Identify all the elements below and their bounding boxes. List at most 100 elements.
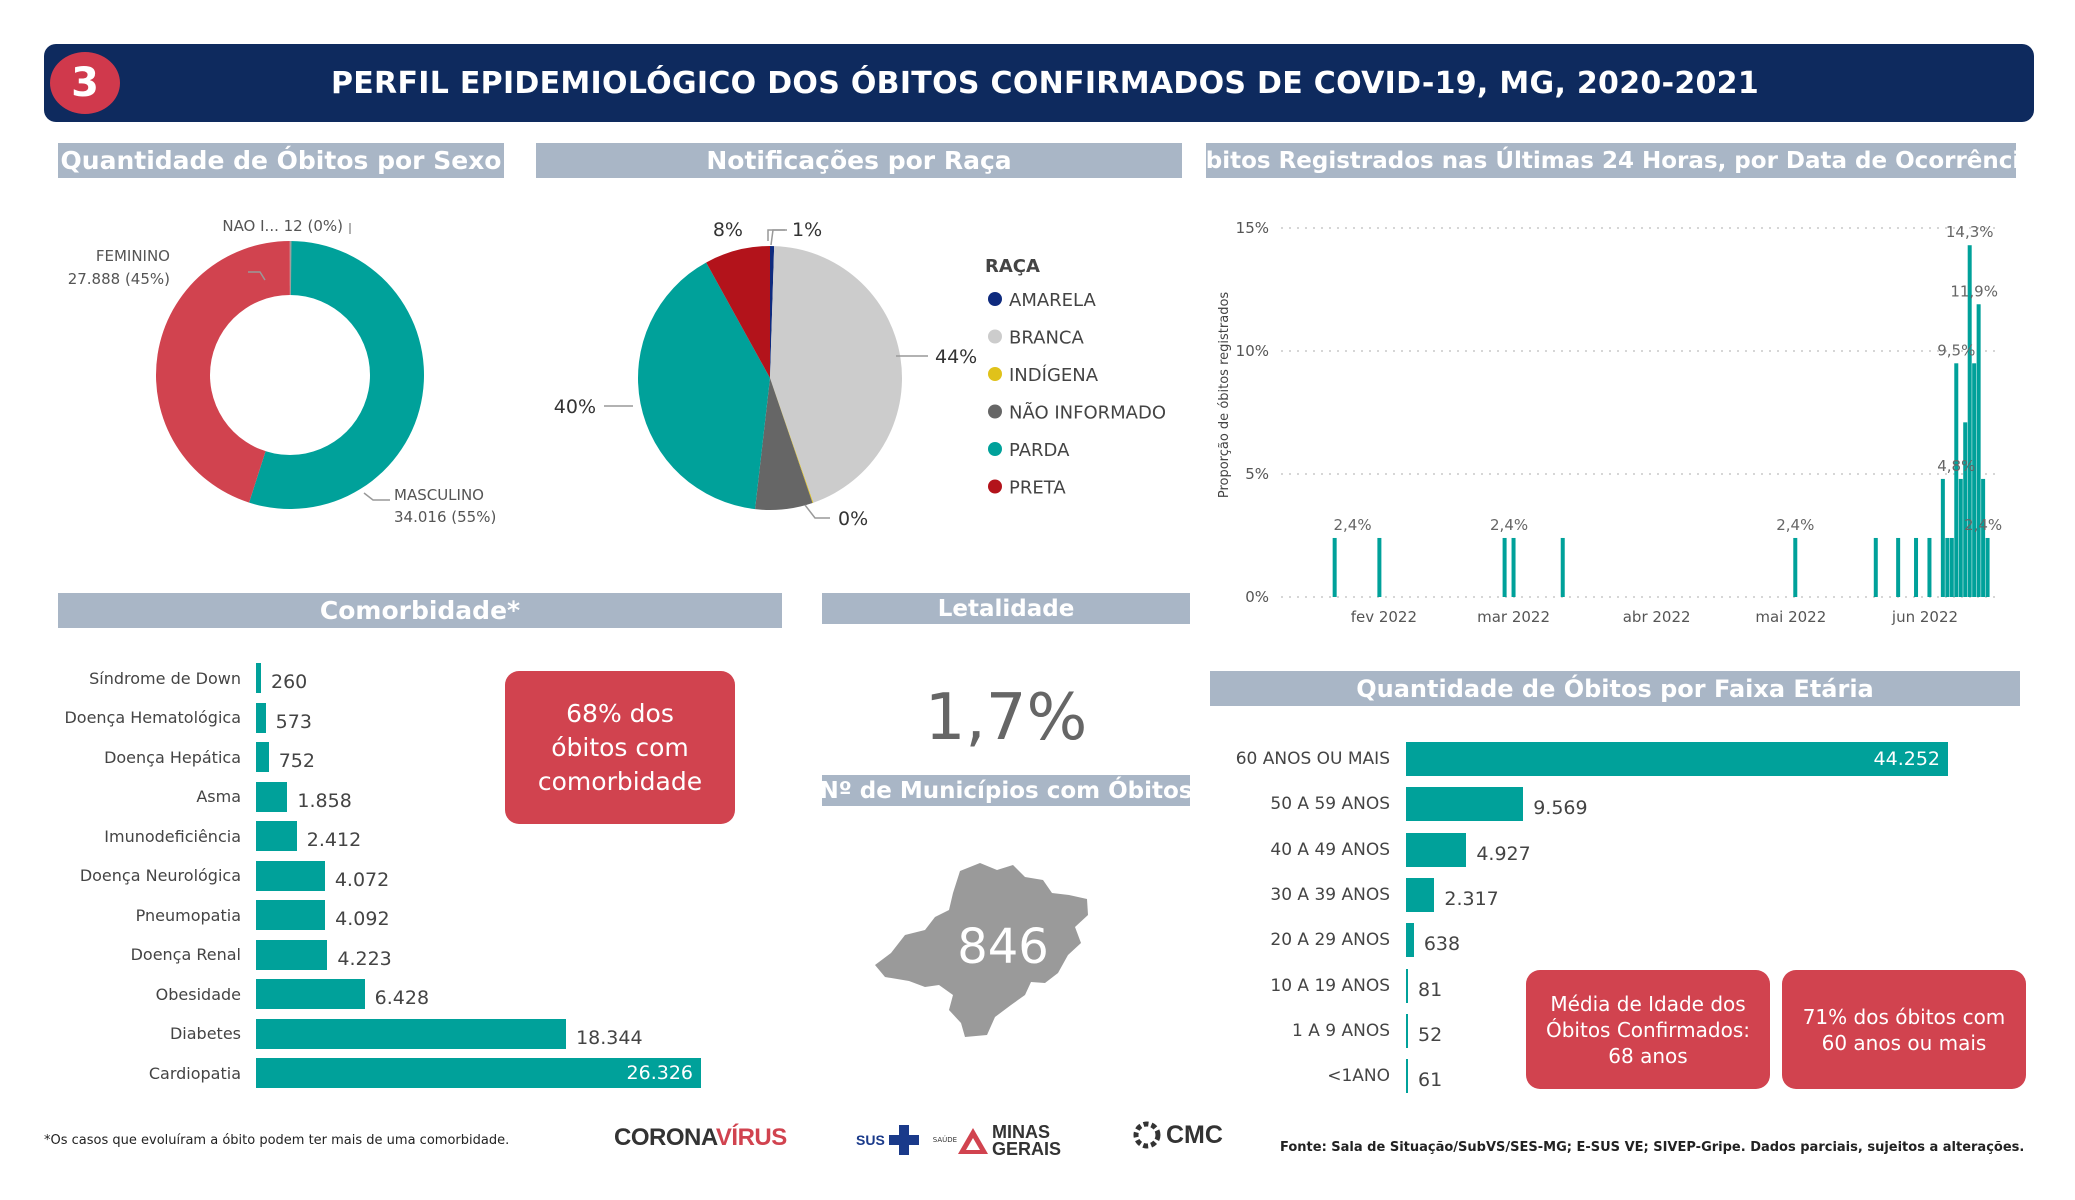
legend-marker-4	[988, 442, 1002, 456]
x-tick-label: jun 2022	[1891, 608, 1958, 626]
faixa-etaria-bar-chart: 60 ANOS OU MAIS 44.252 50 A 59 ANOS 9.569 40…	[1210, 740, 2030, 1100]
column-bar	[1940, 478, 1945, 597]
column-data-label: 2,4%	[1776, 516, 1814, 534]
category-label: <1ANO	[1327, 1066, 1390, 1087]
y-tick-label: 15%	[1236, 219, 1269, 237]
donut-value-masculino: 34.016 (55%)	[394, 508, 496, 526]
bar	[256, 663, 261, 693]
column-bar	[1793, 537, 1798, 597]
legend-marker-1	[988, 329, 1002, 344]
category-label: Doença Hepática	[104, 747, 241, 767]
category-label: Síndrome de Down	[89, 668, 241, 688]
pie-slice-amarela	[770, 246, 775, 378]
column-bar	[1945, 537, 1950, 597]
legend-label-0: AMARELA	[1009, 290, 1096, 311]
bar-value-label: 52	[1418, 1023, 1443, 1046]
legend-label-2: INDÍGENA	[1009, 364, 1099, 386]
bar	[256, 900, 326, 930]
category-label: 10 A 19 ANOS	[1270, 975, 1390, 996]
letalidade-value: 1,7%	[924, 681, 1088, 755]
category-label: Cardiopatia	[148, 1063, 241, 1083]
column-bar	[1377, 537, 1382, 597]
bar	[256, 781, 288, 812]
bar	[1406, 787, 1524, 822]
column-bar	[1972, 363, 1977, 597]
bar	[256, 702, 266, 733]
column-data-label: 2,4%	[1964, 516, 2002, 534]
bar-value-label: 26.326	[626, 1062, 693, 1084]
y-tick-label: 0%	[1245, 588, 1269, 606]
section-title-faixa: Quantidade de Óbitos por Faixa Etária	[1210, 671, 2020, 706]
section-title-letalidade: Letalidade	[822, 593, 1190, 624]
bar-value-label: 81	[1418, 978, 1443, 1001]
pie-slice-ind-gena	[770, 378, 814, 503]
category-label: 60 ANOS OU MAIS	[1235, 749, 1390, 769]
column-data-label: 2,4%	[1490, 516, 1528, 534]
category-label: Imunodeficiência	[104, 826, 241, 846]
column-data-label: 4,8%	[1937, 457, 1975, 475]
bar-value-label: 2.317	[1444, 887, 1499, 910]
bar	[256, 1018, 567, 1049]
column-bar	[1958, 478, 1963, 597]
section-title-municipios: Nº de Municípios com Óbitos	[822, 775, 1190, 806]
category-label: Asma	[196, 787, 241, 806]
section-title-comorbidade: Comorbidade*	[58, 593, 782, 628]
cmc-logo-text: CMC	[1166, 1120, 1223, 1149]
column-bar	[1332, 537, 1337, 597]
comorbidade-note-text: 68% dos óbitos com comorbidade	[537, 698, 703, 796]
page-title: PERFIL EPIDEMIOLÓGICO DOS ÓBITOS CONFIRM…	[330, 65, 1760, 101]
column-bar	[1976, 304, 1981, 597]
bar-value-label: 1.858	[297, 789, 352, 812]
column-bar	[1560, 537, 1565, 597]
bar	[1406, 923, 1414, 958]
legend-label-1: BRANCA	[1009, 328, 1084, 349]
section-title-sexo: Quantidade de Óbitos por Sexo	[58, 143, 504, 178]
column-bar	[1896, 537, 1901, 597]
column-data-label: 14,3%	[1946, 223, 1994, 241]
bar	[1406, 742, 1948, 776]
footnote: *Os casos que evoluíram a óbito podem te…	[44, 1133, 510, 1148]
pie-slice-preta	[706, 246, 770, 378]
corona-logo-word: CORONA	[614, 1124, 716, 1151]
category-label: Diabetes	[169, 1024, 241, 1043]
category-label: 1 A 9 ANOS	[1292, 1020, 1390, 1041]
pie-label-preta: 8%	[713, 219, 743, 241]
category-label: 40 A 49 ANOS	[1270, 839, 1390, 860]
bar	[256, 939, 328, 970]
minas-gerais-emblem-icon	[958, 1128, 988, 1154]
bar	[256, 979, 365, 1009]
bar-value-label: 9.569	[1533, 797, 1588, 820]
column-bar	[1963, 422, 1968, 597]
corona-virus-logo: CORONAVÍRUS	[614, 1124, 787, 1152]
column-data-label: 9,5%	[1937, 341, 1975, 359]
pct-60-text: 71% dos óbitos com 60 anos ou mais	[1802, 1004, 2006, 1055]
donut-value-feminino: 27.888 (45%)	[68, 270, 170, 288]
saude-text: SAÚDE	[932, 1136, 958, 1144]
mg-logo-line1: MINAS	[992, 1122, 1050, 1142]
legend-label-4: PARDA	[1009, 440, 1070, 461]
column-data-label: 2,4%	[1333, 516, 1371, 534]
bar	[256, 821, 297, 851]
comorbidade-note-box: 68% dos óbitos com comorbidade	[505, 671, 735, 824]
legend-marker-0	[988, 292, 1002, 306]
x-tick-label: mar 2022	[1477, 608, 1550, 626]
data-source: Fonte: Sala de Situação/SubVS/SES-MG; E-…	[1280, 1140, 2025, 1155]
minas-gerais-logo: MINAS GERAIS	[992, 1122, 1061, 1158]
pct-60-box: 71% dos óbitos com 60 anos ou mais	[1782, 970, 2026, 1089]
cmc-gear-icon	[1133, 1121, 1161, 1149]
bar	[1406, 968, 1408, 1003]
pie-slice-branca	[770, 246, 903, 503]
bar	[1406, 832, 1467, 867]
y-tick-label: 10%	[1236, 342, 1269, 360]
pie-slice-n-o-informado	[755, 378, 813, 511]
bar-value-label: 260	[271, 671, 308, 693]
pie-label-indigena: 0%	[838, 508, 868, 530]
category-label: Obesidade	[155, 984, 241, 1004]
x-tick-label: mai 2022	[1755, 608, 1826, 626]
y-tick-label: 5%	[1245, 465, 1269, 483]
bar	[1406, 877, 1435, 912]
bar-value-label: 2.412	[306, 829, 362, 851]
column-bar	[1502, 537, 1507, 597]
column-bar	[1954, 363, 1959, 597]
x-tick-label: fev 2022	[1351, 608, 1417, 626]
